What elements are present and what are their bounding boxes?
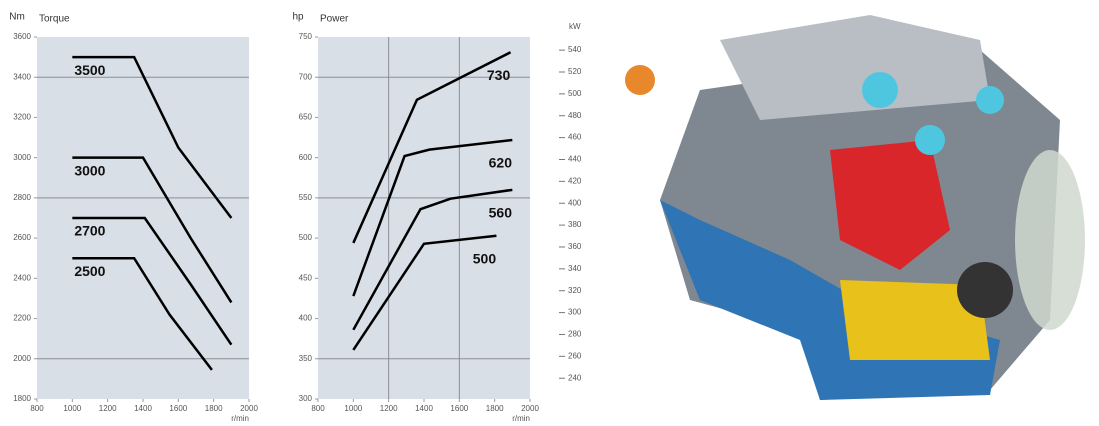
y-axis-label: hp [292,12,304,23]
y2-tick-label: 320 [568,286,582,295]
y-tick-label: 3600 [13,32,31,41]
y-tick-label: 2400 [13,273,31,282]
engine-illustration [625,15,1085,400]
x-tick-label: 2000 [240,404,258,413]
y-tick-label: 750 [299,32,313,41]
curve [352,138,513,297]
y2-tick-label: 300 [568,308,582,317]
y-tick-label: 3000 [13,153,31,162]
y-tick-label: 1800 [13,394,31,403]
y-tick-label: 2600 [13,233,31,242]
y-tick-label: 600 [299,153,313,162]
curve-label: 620 [489,155,513,171]
y2-tick-label: 540 [568,45,582,54]
x-axis-label: r/min [231,414,249,423]
y-tick-label: 2200 [13,314,31,323]
curve-label: 2700 [74,223,105,239]
curve [72,216,233,346]
y2-tick-label: 360 [568,242,582,251]
x-tick-label: 2000 [521,404,539,413]
x-tick-label: 1800 [486,404,504,413]
x-tick-label: 1600 [450,404,468,413]
y2-tick-label: 500 [568,89,582,98]
x-tick-label: 800 [311,404,325,413]
chart-title: Power [320,14,349,25]
y2-tick-label: 520 [568,67,582,76]
curve [352,234,497,351]
curve-label: 3000 [74,162,105,178]
x-tick-label: 1800 [205,404,223,413]
y2-tick-label: 340 [568,264,582,273]
x-tick-label: 800 [30,404,44,413]
y-tick-label: 650 [299,113,313,122]
x-tick-label: 1200 [380,404,398,413]
y2-tick-label: 440 [568,155,582,164]
chart-title: Torque [39,14,70,25]
curve-label: 500 [473,250,497,266]
y-tick-label: 2000 [13,354,31,363]
y-axis-label: Nm [9,12,25,23]
curve [72,156,233,304]
x-tick-label: 1200 [99,404,117,413]
x-tick-label: 1000 [63,404,81,413]
y-tick-label: 3400 [13,72,31,81]
y-tick-label: 3200 [13,113,31,122]
y2-tick-label: 420 [568,176,582,185]
x-axis-label: r/min [512,414,530,423]
y-tick-label: 2800 [13,193,31,202]
curve [352,188,513,331]
y-tick-label: 450 [299,273,313,282]
y2-tick-label: 400 [568,198,582,207]
y2-tick-label: 380 [568,220,582,229]
curve-label: 3500 [74,62,105,78]
y-tick-label: 400 [299,314,313,323]
curve-label: 560 [489,205,513,221]
x-tick-label: 1600 [169,404,187,413]
y2-tick-label: 480 [568,111,582,120]
y-tick-label: 550 [299,193,313,202]
curve [72,55,233,219]
x-tick-label: 1000 [344,404,362,413]
y-tick-label: 700 [299,72,313,81]
y2-axis-label: kW [569,22,581,31]
y-tick-label: 500 [299,233,313,242]
y2-tick-label: 280 [568,330,582,339]
curve [352,51,512,244]
x-tick-label: 1400 [134,404,152,413]
curve-label: 2500 [74,263,105,279]
curve-label: 730 [487,67,511,83]
y2-tick-label: 260 [568,351,582,360]
curve [72,256,213,371]
y2-tick-label: 460 [568,133,582,142]
y-tick-label: 300 [299,394,313,403]
y-tick-label: 350 [299,354,313,363]
x-tick-label: 1400 [415,404,433,413]
y2-tick-label: 240 [568,373,582,382]
